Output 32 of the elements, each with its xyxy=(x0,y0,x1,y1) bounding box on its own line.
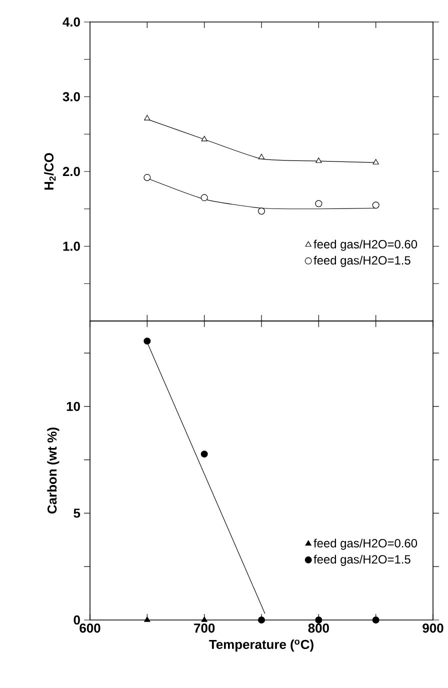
legend-label: feed gas/H2O=1.5 xyxy=(314,554,410,566)
y-axis-title: Carbon (wt %) xyxy=(47,428,60,514)
point xyxy=(144,114,150,120)
point xyxy=(258,154,265,160)
point xyxy=(144,174,151,181)
y-tick-label: 0 xyxy=(74,615,80,625)
x-axis-title: Temperature ($^{o}$C) xyxy=(209,640,314,652)
point xyxy=(258,208,265,215)
point xyxy=(201,616,208,622)
point xyxy=(201,136,208,142)
point xyxy=(315,200,322,208)
point xyxy=(316,158,322,163)
point xyxy=(372,202,380,209)
legend-label: feed gas/H2O=1.5 xyxy=(314,256,410,267)
x-tick-label: 600 xyxy=(80,624,100,633)
point xyxy=(200,194,208,202)
y-tick-label: 10 xyxy=(66,402,80,412)
point xyxy=(144,338,151,345)
legend-label: feed gas/H2O=0.60 xyxy=(314,240,418,251)
y-tick-label: 4.0 xyxy=(62,17,80,27)
y-tick-label: 2.0 xyxy=(62,166,80,176)
legend-label: feed gas/H2O=0.60 xyxy=(314,538,418,550)
x-tick-label: 900 xyxy=(422,624,444,633)
point xyxy=(144,616,150,622)
y-tick-label: 3.0 xyxy=(62,92,80,102)
point xyxy=(200,450,208,458)
x-tick-label: 800 xyxy=(308,624,329,633)
x-tick-label: 700 xyxy=(194,624,215,633)
point xyxy=(372,159,379,164)
y-axis-title: H$_{2}$/CO xyxy=(44,153,56,190)
y-tick-label: 1.0 xyxy=(63,242,80,251)
y-tick-label: 5 xyxy=(74,508,80,518)
